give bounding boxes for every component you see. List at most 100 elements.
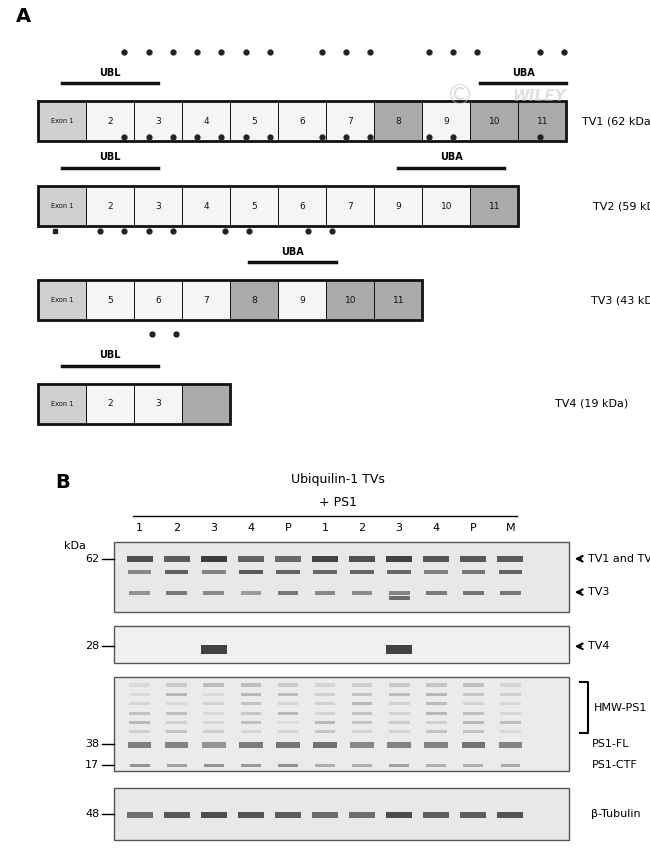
Bar xyxy=(374,186,422,226)
Bar xyxy=(165,742,188,747)
Text: P: P xyxy=(285,524,291,533)
Bar xyxy=(278,693,298,696)
Bar xyxy=(500,683,521,687)
Text: 4: 4 xyxy=(203,201,209,211)
Bar xyxy=(315,765,335,767)
Bar xyxy=(326,280,374,321)
Bar xyxy=(278,280,326,321)
Bar xyxy=(203,683,224,687)
Bar xyxy=(500,765,520,767)
Text: 7: 7 xyxy=(347,201,353,211)
Bar xyxy=(387,742,411,747)
Text: 17: 17 xyxy=(85,760,99,771)
Bar xyxy=(203,693,224,696)
Text: 9: 9 xyxy=(395,201,401,211)
Bar xyxy=(240,693,261,696)
Bar xyxy=(182,186,230,226)
Bar xyxy=(164,811,190,818)
Bar xyxy=(463,721,484,724)
Bar xyxy=(389,765,409,767)
Text: TV4: TV4 xyxy=(588,641,610,651)
Bar xyxy=(389,730,410,734)
Bar xyxy=(38,186,519,226)
Text: ©: © xyxy=(445,83,473,111)
Bar xyxy=(312,811,338,818)
Bar xyxy=(315,711,335,715)
Bar xyxy=(389,711,410,715)
Bar xyxy=(349,556,375,562)
Bar xyxy=(166,721,187,724)
Bar xyxy=(230,280,278,321)
Bar xyxy=(315,591,335,594)
Bar xyxy=(426,683,447,687)
Text: 9: 9 xyxy=(300,295,305,305)
Bar xyxy=(240,702,261,705)
Bar xyxy=(278,730,298,734)
Bar xyxy=(202,742,226,747)
Bar xyxy=(315,683,335,687)
Text: 3: 3 xyxy=(155,399,161,409)
Bar xyxy=(167,765,187,767)
Bar xyxy=(315,730,335,734)
Text: HMW-PS1: HMW-PS1 xyxy=(593,702,647,713)
Bar xyxy=(326,186,374,226)
Bar xyxy=(386,645,412,654)
Bar xyxy=(315,721,335,724)
Text: 5: 5 xyxy=(107,295,113,305)
Bar xyxy=(134,101,182,142)
Bar xyxy=(426,693,447,696)
Bar xyxy=(129,702,150,705)
Bar xyxy=(426,721,447,724)
Bar xyxy=(275,556,301,562)
Bar xyxy=(389,721,410,724)
Bar xyxy=(182,280,230,321)
Text: 1: 1 xyxy=(322,524,328,533)
Bar xyxy=(202,569,226,574)
Bar xyxy=(201,556,227,562)
Text: 38: 38 xyxy=(85,740,99,749)
Bar xyxy=(238,556,264,562)
Text: TV3: TV3 xyxy=(588,588,610,597)
Text: 7: 7 xyxy=(347,117,353,126)
Bar xyxy=(426,730,447,734)
Bar xyxy=(278,591,298,594)
Bar xyxy=(129,683,150,687)
Bar xyxy=(275,811,301,818)
Bar xyxy=(86,186,134,226)
Text: 8: 8 xyxy=(252,295,257,305)
Bar xyxy=(182,384,230,424)
Text: TV1 and TV2: TV1 and TV2 xyxy=(588,554,650,564)
Bar xyxy=(38,186,86,226)
Text: 3: 3 xyxy=(396,524,402,533)
Text: UBA: UBA xyxy=(281,246,304,257)
Text: 2: 2 xyxy=(359,524,365,533)
Text: 3: 3 xyxy=(155,201,161,211)
Text: TV4 (19 kDa): TV4 (19 kDa) xyxy=(554,399,628,409)
Bar xyxy=(86,280,134,321)
Bar xyxy=(462,569,485,574)
Bar xyxy=(230,186,278,226)
Bar xyxy=(278,101,326,142)
Bar xyxy=(129,591,150,594)
Bar xyxy=(238,811,264,818)
Text: 6: 6 xyxy=(300,117,305,126)
Bar xyxy=(389,702,410,705)
Text: 4: 4 xyxy=(433,524,439,533)
Bar xyxy=(463,591,484,594)
Bar xyxy=(203,591,224,594)
Text: UBA: UBA xyxy=(440,152,463,162)
Bar xyxy=(240,591,261,594)
Text: 10: 10 xyxy=(344,295,356,305)
Text: Exon 1: Exon 1 xyxy=(51,297,73,303)
Bar xyxy=(471,101,519,142)
Bar xyxy=(38,384,86,424)
Bar xyxy=(166,693,187,696)
Text: 10: 10 xyxy=(489,117,500,126)
Bar xyxy=(352,683,372,687)
Bar xyxy=(463,765,483,767)
Bar xyxy=(201,645,227,654)
Text: A: A xyxy=(16,7,31,26)
Bar xyxy=(374,280,422,321)
Bar xyxy=(278,186,326,226)
Bar xyxy=(134,186,182,226)
